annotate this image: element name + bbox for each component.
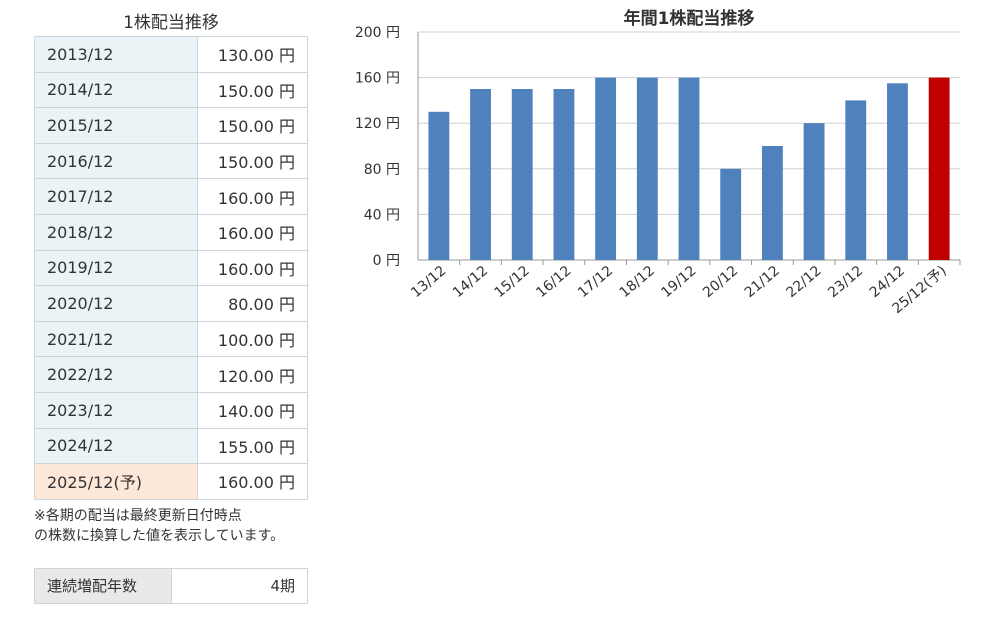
row-year: 2017/12 (34, 178, 198, 215)
bar (887, 83, 908, 260)
row-year: 2014/12 (34, 71, 198, 109)
table-row: 2023/12 140.00 円 (34, 391, 308, 429)
streak-table: 連続増配年数 4期 (34, 567, 308, 604)
bar (803, 123, 825, 260)
table-row: 2022/12 120.00 円 (34, 356, 308, 393)
table-row: 2017/12 160.00 円 (34, 178, 308, 215)
row-dividend: 155.00 円 (197, 427, 308, 465)
x-tick-label: 21/12 (742, 263, 783, 301)
y-tick-label: 200 円 (355, 25, 400, 41)
table-row: 2021/12 100.00 円 (34, 320, 308, 358)
bar (428, 111, 450, 260)
row-dividend: 100.00 円 (197, 320, 308, 358)
row-year: 2016/12 (34, 142, 198, 180)
row-dividend: 80.00 円 (197, 285, 308, 322)
row-year: 2021/12 (34, 320, 198, 358)
row-year: 2019/12 (34, 249, 198, 287)
row-year: 2018/12 (34, 213, 198, 251)
row-dividend: 160.00 円 (197, 249, 308, 287)
y-tick-label: 0 円 (373, 253, 400, 269)
note-line-2: の株数に換算した値を表示しています。 (34, 527, 285, 544)
bar (553, 89, 575, 260)
table-row: 2016/12 150.00 円 (34, 142, 308, 180)
dividend-history-table: 2013/12 130.00 円 2014/12 150.00 円 2015/12 150… (34, 36, 308, 500)
bar (720, 168, 742, 260)
row-year: 2013/12 (34, 36, 198, 73)
x-tick-label: 23/12 (825, 263, 866, 301)
streak-label: 連続増配年数 (34, 567, 172, 604)
row-dividend: 120.00 円 (197, 356, 308, 393)
note-line-1: ※各期の配当は最終更新日付時点 (34, 507, 242, 524)
x-tick-label: 14/12 (450, 263, 491, 301)
row-dividend: 150.00 円 (197, 71, 308, 109)
y-tick-label: 120 円 (355, 116, 400, 132)
bar (928, 77, 950, 260)
row-year: 2024/12 (34, 427, 198, 465)
dividend-chart: 年間1株配当推移 0 円 40 円 80 円 120 円 160 円 200 円 13/12 1… (340, 0, 980, 340)
row-dividend: 160.00 円 (197, 213, 308, 251)
y-tick-label: 80 円 (364, 162, 400, 178)
bar (678, 77, 700, 260)
table-row: 2014/12 150.00 円 (34, 71, 308, 109)
table-row: 2020/12 80.00 円 (34, 285, 308, 322)
x-tick-label: 22/12 (783, 263, 824, 301)
row-dividend: 140.00 円 (197, 391, 308, 429)
streak-row: 連続増配年数 4期 (34, 567, 308, 604)
x-tick-label: 15/12 (492, 263, 533, 301)
table-row: 2015/12 150.00 円 (34, 107, 308, 144)
bar (595, 77, 617, 260)
row-year: 2022/12 (34, 356, 198, 393)
row-dividend: 160.00 円 (197, 178, 308, 215)
chart-title: 年間1株配当推移 (624, 8, 755, 29)
streak-value: 4期 (171, 567, 308, 604)
y-tick-label: 40 円 (364, 207, 400, 223)
y-tick-label: 160 円 (355, 71, 400, 87)
table-row: 2013/12 130.00 円 (34, 36, 308, 73)
bar (761, 146, 783, 260)
bar (845, 100, 867, 261)
row-dividend: 150.00 円 (197, 142, 308, 180)
table-row: 2024/12 155.00 円 (34, 427, 308, 465)
table-note: ※各期の配当は最終更新日付時点 の株数に換算した値を表示しています。 (34, 506, 308, 546)
x-tick-label: 16/12 (533, 263, 574, 301)
row-year: 2020/12 (34, 285, 198, 322)
x-tick-label: 18/12 (617, 263, 658, 301)
bar (470, 89, 491, 260)
dividend-table-panel: 1株配当推移 2013/12 130.00 円 2014/12 150.00 円 201… (34, 10, 308, 604)
row-dividend: 160.00 円 (197, 463, 308, 500)
x-tick-label: 17/12 (575, 263, 616, 301)
table-row: 2019/12 160.00 円 (34, 249, 308, 287)
x-tick-label: 19/12 (658, 263, 699, 301)
row-dividend: 150.00 円 (197, 107, 308, 144)
row-dividend: 130.00 円 (197, 36, 308, 73)
row-year: 2015/12 (34, 107, 198, 144)
bar (511, 89, 533, 260)
x-tick-label: 20/12 (700, 263, 741, 301)
row-year: 2025/12(予) (34, 463, 198, 500)
table-row: 2025/12(予) 160.00 円 (34, 463, 308, 500)
table-title: 1株配当推移 (123, 13, 219, 33)
row-year: 2023/12 (34, 391, 198, 429)
bar (636, 77, 658, 260)
x-tick-label: 13/12 (408, 263, 449, 301)
table-row: 2018/12 160.00 円 (34, 213, 308, 251)
